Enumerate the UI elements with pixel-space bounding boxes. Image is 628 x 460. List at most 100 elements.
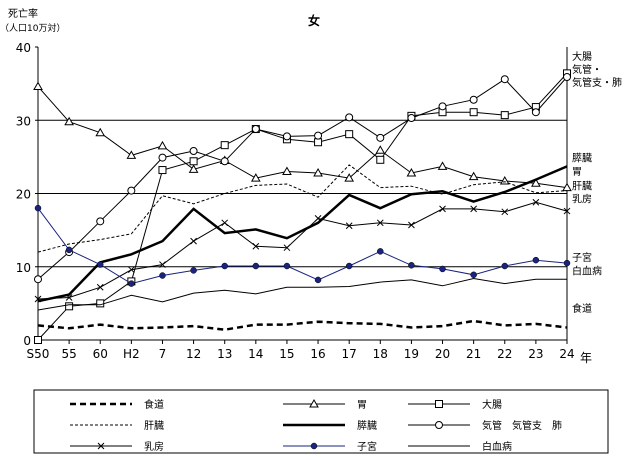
data-point-dot: [532, 256, 540, 264]
data-point-cross: [159, 261, 166, 268]
data-point-triangle: [157, 140, 168, 150]
data-point-triangle: [64, 116, 74, 126]
data-point-circle: [469, 95, 478, 104]
legend-item: 乳房: [70, 440, 164, 453]
x-tick-label: 19: [404, 347, 419, 361]
legend-label: 子宮: [357, 440, 377, 453]
legend-label: 大腸: [482, 398, 502, 411]
data-point-circle: [220, 157, 229, 166]
data-point-dot: [96, 261, 104, 268]
data-point-cross: [221, 219, 229, 227]
y-tick-label: 20: [16, 188, 31, 202]
data-point-square: [158, 166, 167, 175]
legend-item: 気管 気管支 肺: [408, 419, 562, 432]
data-point-dot: [345, 262, 353, 270]
series-2: [33, 81, 572, 192]
legend-label: 胃: [357, 399, 367, 411]
data-point-dot: [310, 442, 318, 450]
data-point-circle: [563, 73, 571, 82]
data-point-dot: [159, 272, 166, 279]
series-line: [37, 164, 568, 253]
data-point-cross: [190, 237, 197, 245]
data-point-triangle: [282, 166, 292, 176]
x-tick-label: 13: [217, 347, 232, 361]
series-end-label: 胃: [572, 166, 582, 178]
x-tick-label: 23: [528, 347, 543, 361]
data-point-dot: [377, 248, 384, 255]
legend-item: 白血病: [408, 440, 512, 453]
data-point-dot: [408, 262, 415, 269]
x-axis-label: 年: [580, 351, 592, 365]
data-point-square: [376, 155, 385, 164]
data-point-square: [189, 157, 198, 166]
x-tick-label: H2: [123, 347, 140, 361]
data-point-cross: [345, 222, 353, 230]
data-point-triangle: [344, 173, 355, 182]
data-point-square: [65, 302, 74, 311]
series-line: [37, 73, 568, 341]
data-point-cross: [34, 295, 42, 303]
x-tick-label: 14: [248, 347, 263, 361]
x-tick-label: S50: [27, 347, 50, 361]
data-point-circle: [435, 421, 443, 429]
data-point-triangle: [188, 164, 199, 173]
data-point-cross: [563, 207, 571, 215]
legend-label: 食道: [144, 398, 164, 411]
series-line: [37, 165, 568, 303]
data-point-triangle: [126, 150, 137, 159]
series-4: [37, 164, 568, 253]
data-point-dot: [314, 276, 322, 284]
legend-item: 肝臓: [70, 420, 164, 432]
series-8: [34, 204, 571, 287]
data-point-square: [345, 130, 354, 139]
data-point-cross: [532, 198, 540, 206]
data-point-circle: [438, 102, 447, 111]
x-tick-label: 16: [310, 347, 325, 361]
series-line: [37, 207, 568, 285]
data-point-triangle: [33, 81, 43, 91]
data-point-triangle: [375, 145, 386, 154]
y-axis-label: 死亡率: [8, 7, 38, 20]
data-point-square: [469, 108, 478, 117]
legend-label: 白血病: [482, 440, 512, 453]
series-end-label: 肝臓: [572, 180, 592, 192]
x-tick-label: 15: [279, 347, 294, 361]
series-end-label: 白血病: [572, 264, 602, 277]
data-point-triangle: [531, 178, 541, 187]
data-point-dot: [34, 204, 42, 212]
gridlines: [38, 119, 567, 268]
series-line: [37, 76, 568, 280]
data-point-dot: [128, 280, 135, 287]
data-point-dot: [501, 262, 509, 270]
data-point-cross: [439, 205, 446, 213]
data-point-dot: [65, 246, 73, 254]
data-point-circle: [189, 147, 198, 156]
x-tick-label: 22: [497, 347, 512, 361]
legend-item: 大腸: [408, 398, 502, 411]
x-tick-label: 55: [61, 347, 76, 361]
data-point-cross: [252, 242, 260, 250]
data-point-circle: [376, 133, 385, 142]
legend-label: 乳房: [144, 440, 164, 453]
x-tick-label: 60: [93, 347, 108, 361]
data-point-cross: [65, 294, 73, 301]
data-point-triangle: [250, 173, 261, 182]
y-tick-label: 10: [16, 261, 31, 275]
data-point-triangle: [95, 127, 106, 137]
series-group: [33, 69, 572, 344]
data-point-cross: [470, 205, 478, 213]
y-tick-label: 30: [16, 114, 31, 128]
legend-label: 肝臓: [144, 420, 164, 432]
x-tick-label: 18: [373, 347, 388, 361]
data-point-dot: [439, 265, 446, 273]
data-point-dot: [190, 267, 197, 274]
chart-title: 女: [308, 13, 320, 28]
legend-label: 膵臓: [357, 420, 377, 432]
data-point-dot: [470, 271, 477, 279]
data-point-triangle: [437, 161, 448, 170]
data-point-circle: [500, 75, 509, 84]
data-point-dot: [283, 262, 291, 270]
data-point-cross: [376, 219, 384, 227]
